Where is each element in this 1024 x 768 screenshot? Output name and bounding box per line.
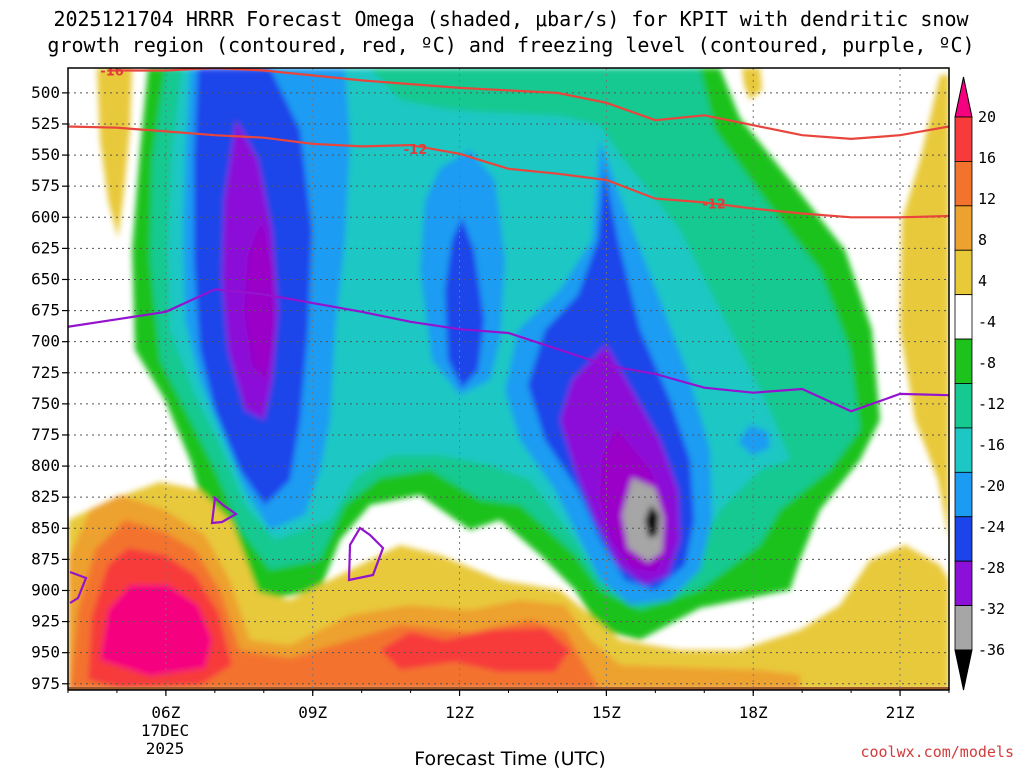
y-tick-label: 825 <box>31 487 60 506</box>
colorbar-label: -20 <box>978 477 1005 495</box>
x-date-line1: 17DEC <box>141 721 189 740</box>
omega-shade-grey <box>622 478 664 562</box>
x-date-line2: 2025 <box>146 739 185 758</box>
red-contour-label: -16 <box>100 64 124 79</box>
y-tick-label: 775 <box>31 425 60 444</box>
x-axis-label: Forecast Time (UTC) <box>414 748 605 768</box>
chart-title-line2: growth region (contoured, red, ºC) and f… <box>47 33 974 57</box>
watermark: coolwx.com/models <box>860 743 1014 761</box>
colorbar: 20 16 12 8 4 -4 -8 -12 -16 -20 -24 -28 -32 -36 <box>954 76 1005 691</box>
colorbar-label: -16 <box>978 436 1005 454</box>
colorbar-label: -32 <box>978 600 1005 618</box>
colorbar-segment <box>954 294 973 340</box>
red-contour-label: -12 <box>702 198 726 213</box>
x-tick-label: 09Z <box>298 703 327 722</box>
red-contour-line <box>68 125 949 219</box>
x-tick-label: 12Z <box>445 703 474 722</box>
y-tick-label: 925 <box>31 612 60 631</box>
grid-lines <box>68 68 949 690</box>
colorbar-segment <box>954 471 973 518</box>
y-tick-label: 675 <box>31 301 60 320</box>
x-tick-label: 21Z <box>886 703 915 722</box>
omega-shade-yellow-right <box>900 75 949 540</box>
colorbar-segment <box>954 427 973 473</box>
y-tick-label: 650 <box>31 269 60 288</box>
y-tick-label: 625 <box>31 238 60 257</box>
omega-shade-yellow-top-left <box>97 68 132 238</box>
x-tick-label: 15Z <box>592 703 621 722</box>
dendritic-growth-contours: -16 -12 -12 <box>68 64 949 219</box>
colorbar-label: 20 <box>978 108 996 126</box>
colorbar-segment <box>954 605 973 651</box>
x-tick-label: 18Z <box>739 703 768 722</box>
colorbar-segment <box>954 161 973 207</box>
freezing-level-loop-3 <box>69 570 88 604</box>
plot-area: -16 -12 -12 <box>68 64 949 690</box>
y-tick-label: 500 <box>31 83 60 102</box>
omega-shade-black <box>645 505 659 538</box>
colorbar-segment <box>954 205 973 251</box>
colorbar-label: -24 <box>978 518 1005 536</box>
colorbar-top-arrow <box>954 76 973 118</box>
colorbar-bottom-arrow <box>954 649 973 691</box>
freezing-level-loop-2 <box>347 526 385 582</box>
colorbar-segment <box>954 249 973 296</box>
omega-shade-yellow-bottom <box>68 482 949 690</box>
y-tick-label: 975 <box>31 674 60 693</box>
chart-title-line1: 2025121704 HRRR Forecast Omega (shaded, … <box>53 7 969 31</box>
y-tick-label: 725 <box>31 363 60 382</box>
red-contour-label: -12 <box>404 143 428 158</box>
y-tick-label: 550 <box>31 145 60 164</box>
colorbar-segment <box>954 560 973 606</box>
y-tick-label: 600 <box>31 207 60 226</box>
omega-shade-lightblue-4 <box>738 425 770 455</box>
y-tick-label: 875 <box>31 549 60 568</box>
colorbar-segment <box>954 338 973 384</box>
y-tick-label: 750 <box>31 394 60 413</box>
y-tick-label: 850 <box>31 518 60 537</box>
y-tick-label: 575 <box>31 176 60 195</box>
freezing-level-loop-1 <box>210 495 239 525</box>
omega-shade-pink <box>100 585 212 676</box>
colorbar-label: 8 <box>978 231 987 249</box>
y-axis: 500 525 550 575 600 625 650 675 700 725 750 775 800 8… <box>31 83 68 693</box>
colorbar-label: 16 <box>978 149 996 167</box>
colorbar-label: -12 <box>978 395 1005 413</box>
y-tick-label: 900 <box>31 580 60 599</box>
red-contour-line <box>107 68 949 141</box>
omega-shade-orange-light <box>68 495 800 690</box>
colorbar-label: -28 <box>978 559 1005 577</box>
colorbar-segment <box>954 116 973 162</box>
y-tick-label: 950 <box>31 643 60 662</box>
omega-shade-red-2 <box>380 628 570 672</box>
colorbar-label: -36 <box>978 641 1005 659</box>
y-tick-label: 525 <box>31 114 60 133</box>
colorbar-label: -8 <box>978 354 996 372</box>
ground-band <box>68 687 949 690</box>
colorbar-label: -4 <box>978 313 996 331</box>
y-tick-label: 700 <box>31 332 60 351</box>
omega-shade-yellow-top-right <box>742 68 762 100</box>
colorbar-label: 4 <box>978 272 987 290</box>
colorbar-segment <box>954 516 973 562</box>
y-tick-label: 800 <box>31 456 60 475</box>
x-tick-label: 06Z <box>151 703 180 722</box>
freezing-level-line <box>68 288 949 413</box>
colorbar-label: 12 <box>978 190 996 208</box>
omega-shade-blue-2 <box>445 218 484 388</box>
colorbar-segment <box>954 383 973 429</box>
x-axis: 06Z 09Z 12Z 15Z 18Z 21Z <box>67 690 950 722</box>
omega-shade-violet <box>244 220 274 380</box>
freezing-level-contours <box>68 288 949 604</box>
